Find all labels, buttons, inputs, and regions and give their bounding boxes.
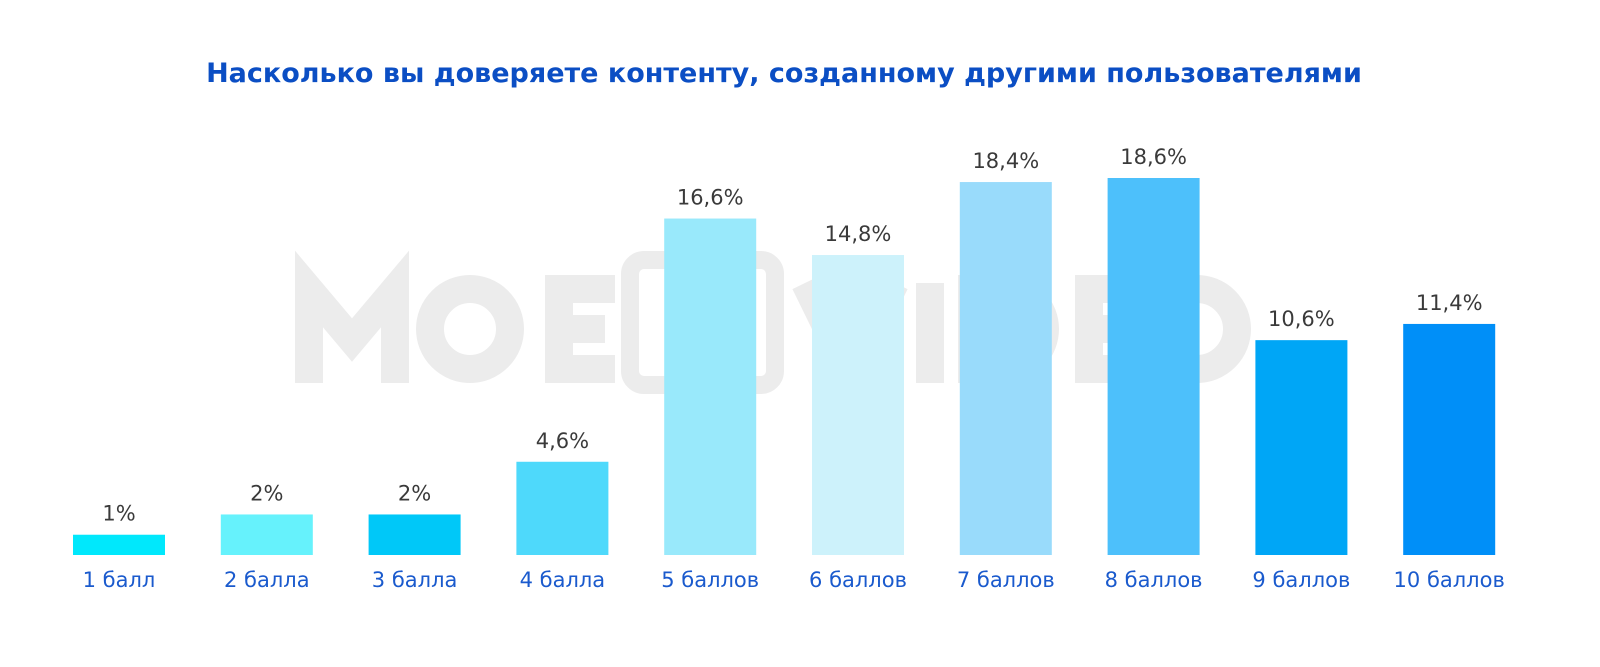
bar-10 xyxy=(1403,323,1496,555)
bar-1 xyxy=(73,534,165,555)
bar-3 xyxy=(368,514,461,555)
value-label: 18,4% xyxy=(972,149,1039,173)
category-label: 2 балла xyxy=(224,568,310,592)
bar-5 xyxy=(664,218,757,555)
category-label: 10 баллов xyxy=(1394,568,1505,592)
category-label: 1 балл xyxy=(83,568,156,592)
category-label: 5 баллов xyxy=(661,568,759,592)
bar-2 xyxy=(220,514,313,555)
bar-6 xyxy=(812,255,904,556)
value-label: 18,6% xyxy=(1120,145,1187,169)
value-label: 10,6% xyxy=(1268,307,1335,331)
category-label: 7 баллов xyxy=(957,568,1055,592)
value-label: 1% xyxy=(102,502,135,526)
category-label: 3 балла xyxy=(372,568,458,592)
bar-9 xyxy=(1255,340,1348,555)
value-label: 2% xyxy=(398,481,431,505)
bar-4 xyxy=(516,461,609,555)
value-label: 14,8% xyxy=(825,222,892,246)
category-label: 4 балла xyxy=(520,568,606,592)
category-label: 8 баллов xyxy=(1105,568,1203,592)
chart-title: Насколько вы доверяете контенту, созданн… xyxy=(206,58,1362,89)
value-label: 16,6% xyxy=(677,186,744,210)
value-label: 11,4% xyxy=(1416,291,1483,315)
bar-8 xyxy=(1107,178,1200,555)
watermark-logo xyxy=(295,250,1251,407)
value-label: 4,6% xyxy=(536,429,589,453)
category-label: 9 баллов xyxy=(1252,568,1350,592)
bar-7 xyxy=(959,182,1052,555)
value-label: 2% xyxy=(250,481,283,505)
category-label: 6 баллов xyxy=(809,568,907,592)
